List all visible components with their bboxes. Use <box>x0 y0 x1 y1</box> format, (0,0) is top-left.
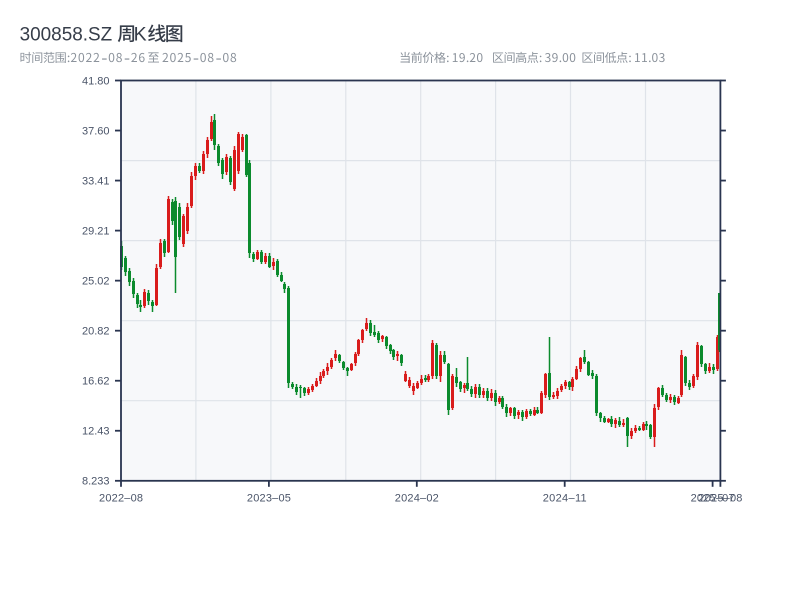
svg-text:2025–07: 2025–07 <box>691 492 735 504</box>
svg-text:2023–05: 2023–05 <box>247 492 291 504</box>
svg-text:20.82: 20.82 <box>82 325 110 337</box>
svg-text:8.233: 8.233 <box>82 476 110 488</box>
svg-text:16.62: 16.62 <box>82 376 110 388</box>
svg-text:25.02: 25.02 <box>82 275 110 287</box>
svg-text:33.41: 33.41 <box>82 175 110 187</box>
svg-text:2024–02: 2024–02 <box>395 492 439 504</box>
svg-text:41.80: 41.80 <box>82 75 110 87</box>
svg-text:2022–08: 2022–08 <box>99 492 143 504</box>
svg-text:12.43: 12.43 <box>82 426 110 438</box>
svg-text:2025–08: 2025–08 <box>698 492 742 504</box>
svg-text:2024–11: 2024–11 <box>543 492 587 504</box>
svg-text:K: K <box>134 24 147 46</box>
svg-text:300858.SZ: 300858.SZ <box>20 24 113 46</box>
svg-text:37.60: 37.60 <box>82 125 110 137</box>
svg-text:29.21: 29.21 <box>82 225 110 237</box>
